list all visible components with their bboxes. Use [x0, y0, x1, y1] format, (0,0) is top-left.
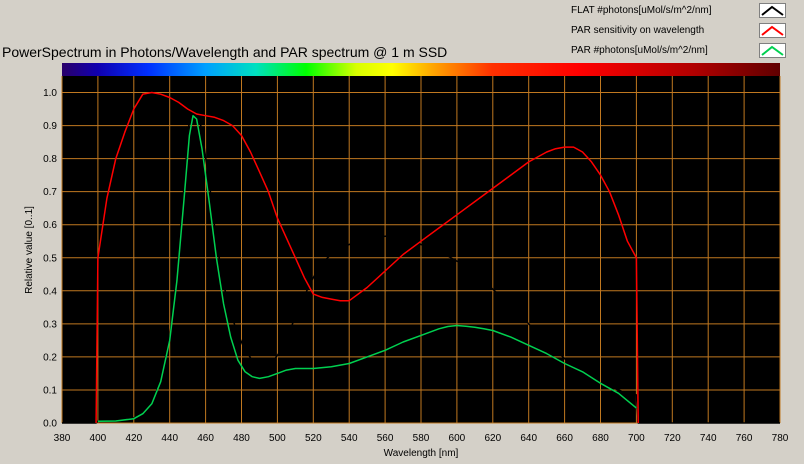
x-tick-label: 400 [90, 433, 107, 444]
legend-swatch [759, 3, 786, 18]
legend-item-par-photons[interactable]: PAR #photons[uMol/s/m^2/nm] [568, 42, 790, 60]
spectrum-bar [62, 63, 780, 76]
x-tick-label: 660 [556, 433, 573, 444]
x-tick-label: 460 [197, 433, 214, 444]
x-tick-label: 540 [341, 433, 358, 444]
x-tick-label: 580 [413, 433, 430, 444]
legend-item-flat-photons[interactable]: FLAT #photons[uMol/s/m^2/nm] [568, 2, 790, 20]
x-tick-label: 740 [700, 433, 717, 444]
x-tick-label: 780 [772, 433, 789, 444]
chart-title: PowerSpectrum in Photons/Wavelength and … [2, 44, 448, 60]
legend-item-par-sensitivity[interactable]: PAR sensitivity on wavelength [568, 22, 790, 40]
y-tick-label: 0.4 [43, 286, 57, 297]
legend-label: PAR sensitivity on wavelength [571, 25, 705, 36]
series-line-0 [62, 95, 780, 424]
y-tick-label: 0.0 [43, 419, 57, 430]
y-tick-label: 1.0 [43, 88, 57, 99]
x-tick-label: 700 [628, 433, 645, 444]
x-tick-label: 600 [449, 433, 466, 444]
legend-label: PAR #photons[uMol/s/m^2/nm] [571, 45, 708, 56]
x-tick-label: 640 [520, 433, 537, 444]
grid [61, 76, 781, 424]
y-tick-label: 0.1 [43, 385, 57, 396]
y-tick-label: 0.6 [43, 220, 57, 231]
series-layer [62, 91, 780, 424]
y-tick-label: 0.3 [43, 319, 57, 330]
y-tick-labels: 0.0 0.1 0.2 0.3 0.4 0.5 0.6 0.7 0.8 0.9 1.0 [43, 88, 57, 429]
x-tick-label: 380 [54, 433, 71, 444]
series-line-1 [95, 91, 639, 424]
y-tick-label: 0.2 [43, 352, 57, 363]
x-tick-label: 760 [736, 433, 753, 444]
y-tick-label: 0.5 [43, 253, 57, 264]
series-line-2 [97, 114, 637, 423]
legend-swatch [759, 43, 786, 58]
x-tick-label: 440 [161, 433, 178, 444]
x-tick-labels: 380 400 420 440 460 480 500 520 540 560 580 600 620 6… [54, 433, 789, 444]
y-axis-title: Relative value [0..1] [24, 206, 35, 294]
y-tick-label: 0.8 [43, 154, 57, 165]
legend: FLAT #photons[uMol/s/m^2/nm] PAR sensiti… [568, 2, 790, 62]
x-tick-label: 500 [269, 433, 286, 444]
y-tick-label: 0.7 [43, 187, 57, 198]
x-tick-label: 520 [305, 433, 322, 444]
legend-swatch [759, 23, 786, 38]
x-tick-label: 420 [125, 433, 142, 444]
legend-label: FLAT #photons[uMol/s/m^2/nm] [571, 5, 712, 16]
y-tick-label: 0.9 [43, 121, 57, 132]
x-tick-label: 720 [664, 433, 681, 444]
x-tick-label: 560 [377, 433, 394, 444]
x-tick-label: 620 [484, 433, 501, 444]
x-axis-title: Wavelength [nm] [384, 448, 459, 459]
x-tick-label: 480 [233, 433, 250, 444]
x-tick-label: 680 [592, 433, 609, 444]
